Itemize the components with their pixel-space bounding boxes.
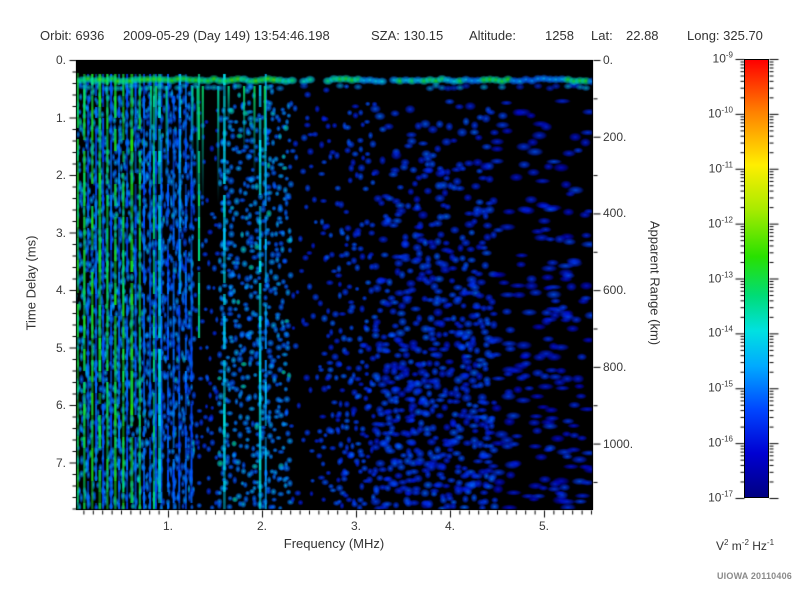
x-axis-title: Frequency (MHz) <box>283 536 385 551</box>
header-altitude-label: Altitude: <box>469 28 516 43</box>
colorbar-tick-label: 10-12 <box>708 214 733 230</box>
header-altitude-value: 1258 <box>545 28 574 43</box>
colorbar-tick-label: 10-10 <box>708 105 733 121</box>
freq-tick-label: 4. <box>444 519 456 533</box>
colorbar-tick-label: 10-17 <box>708 489 733 505</box>
time-tick-label: 5. <box>55 340 66 355</box>
colorbar-tick-label: 10-14 <box>708 324 733 340</box>
range-tick-label: 800. <box>603 359 627 374</box>
credit-text: UIOWA 20110406 <box>716 571 792 581</box>
range-tick-label: 600. <box>603 283 627 298</box>
header-datetime: 2009-05-29 (Day 149) 13:54:46.198 <box>123 28 330 43</box>
colorbar-tick-label: 10-9 <box>712 50 733 66</box>
freq-tick-label: 3. <box>350 519 362 533</box>
left-axis-title: Time Delay (ms) <box>23 235 39 331</box>
header-lat-value: 22.88 <box>626 28 659 43</box>
colorbar-tick-label: 10-16 <box>708 434 733 450</box>
time-tick-label: 2. <box>55 168 66 182</box>
colorbar-units: V2 m-2 Hz-1 <box>715 538 775 553</box>
time-tick-label: 0. <box>55 53 66 67</box>
colorbar-tick-label: 10-15 <box>708 379 733 395</box>
colorbar-tick-label: 10-11 <box>708 160 733 176</box>
range-tick-label: 1000. <box>603 436 634 451</box>
header-orbit: Orbit: 6936 <box>40 28 105 43</box>
colorbar-tick-label: 10-13 <box>708 269 733 285</box>
freq-tick-label: 2. <box>256 519 268 533</box>
freq-tick-label: 1. <box>162 519 174 533</box>
header-long: Long: 325.70 <box>687 28 763 43</box>
freq-tick-label: 5. <box>538 519 550 533</box>
time-tick-label: 4. <box>55 283 66 297</box>
time-tick-label: 7. <box>55 455 66 470</box>
right-axis-title: Apparent Range (km) <box>647 220 663 346</box>
range-tick-label: 400. <box>603 206 627 221</box>
time-tick-label: 6. <box>55 398 66 412</box>
range-tick-label: 200. <box>603 129 627 144</box>
range-tick-label: 0. <box>603 53 614 67</box>
header-lat-label: Lat: <box>591 28 613 43</box>
colorbar <box>744 59 769 498</box>
time-tick-label: 3. <box>55 225 66 240</box>
time-tick-label: 1. <box>55 110 66 125</box>
header-sza: SZA: 130.15 <box>371 28 444 43</box>
spectrogram-canvas <box>76 60 593 510</box>
